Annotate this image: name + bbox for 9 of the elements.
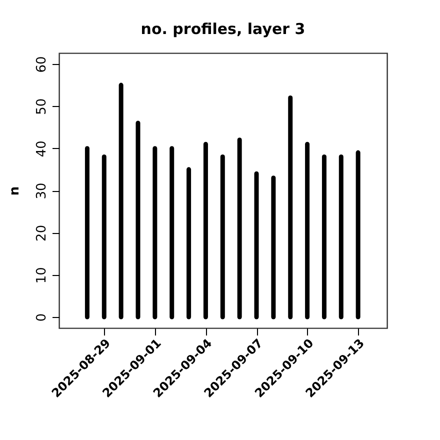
y-tick-label: 0: [34, 313, 50, 322]
y-tick-label: 60: [34, 56, 50, 73]
y-tick-label: 50: [34, 98, 50, 115]
y-tick-label: 40: [34, 140, 50, 158]
y-tick-label: 20: [34, 224, 50, 242]
chart-title: no. profiles, layer 3: [140, 20, 306, 38]
y-axis-title: n: [8, 186, 22, 196]
y-tick-label: 30: [34, 182, 50, 200]
y-tick-label: 10: [34, 267, 50, 284]
